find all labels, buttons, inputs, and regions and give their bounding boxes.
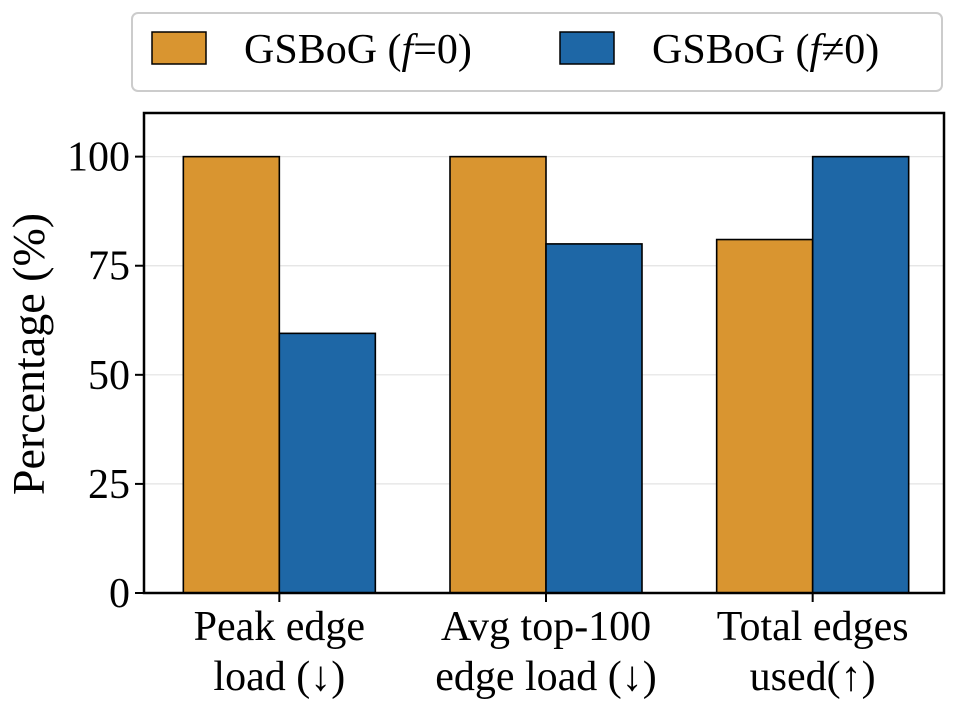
y-axis-ticks: 0 25 50 75 100 — [67, 135, 144, 617]
legend-series-2-prefix: GSBoG ( — [652, 27, 810, 73]
x-tick-label-line: Avg top-100 — [441, 604, 651, 650]
legend-series-2-op: ≠ — [821, 27, 844, 73]
y-tick-label-0: 0 — [109, 571, 130, 617]
legend-series-1-prefix: GSBoG ( — [244, 27, 402, 73]
legend-label-series-2: GSBoG (f≠0) — [652, 27, 879, 73]
bar-series-1-2 — [449, 155, 547, 594]
x-axis-ticks: Peak edge load (↓) Avg top-100 edge load (↓… — [194, 593, 909, 700]
plot-frame — [142, 111, 946, 595]
bar-series-2-3 — [811, 155, 910, 594]
x-tick-label-1: Peak edge load (↓) — [194, 604, 365, 700]
legend-swatch-series-1 — [151, 31, 207, 65]
legend-label-series-1: GSBoG (f=0) — [244, 27, 472, 73]
bar-series-1-3 — [715, 238, 814, 594]
bar-series-1-1 — [182, 155, 281, 594]
x-tick-label-2: Avg top-100 edge load (↓) — [435, 604, 657, 700]
x-tick-label-line: used(↑) — [750, 654, 876, 700]
y-tick-label-100: 100 — [67, 135, 130, 181]
x-tick-label-line: Total edges — [717, 604, 909, 650]
x-tick-label-line: Peak edge — [194, 604, 365, 650]
x-tick-label-line: load (↓) — [213, 654, 345, 700]
legend-frame — [131, 12, 943, 92]
y-tick-label-50: 50 — [88, 353, 130, 399]
legend: GSBoG (f=0) GSBoG (f≠0) — [131, 12, 943, 92]
legend-series-1-suffix: 0) — [437, 27, 472, 73]
legend-series-1-op: = — [413, 27, 437, 73]
y-axis-label: Percentage (%) — [3, 213, 54, 495]
bar-series-2-2 — [545, 243, 643, 594]
x-tick-label-3: Total edges used(↑) — [717, 604, 909, 700]
y-tick-label-25: 25 — [88, 462, 130, 508]
bar-series-2-1 — [278, 332, 377, 594]
legend-series-2-suffix: 0) — [844, 27, 879, 73]
bars — [182, 155, 910, 594]
x-tick-label-line: edge load (↓) — [435, 654, 657, 700]
y-tick-label-75: 75 — [88, 244, 130, 290]
legend-swatch-series-2 — [559, 31, 615, 65]
